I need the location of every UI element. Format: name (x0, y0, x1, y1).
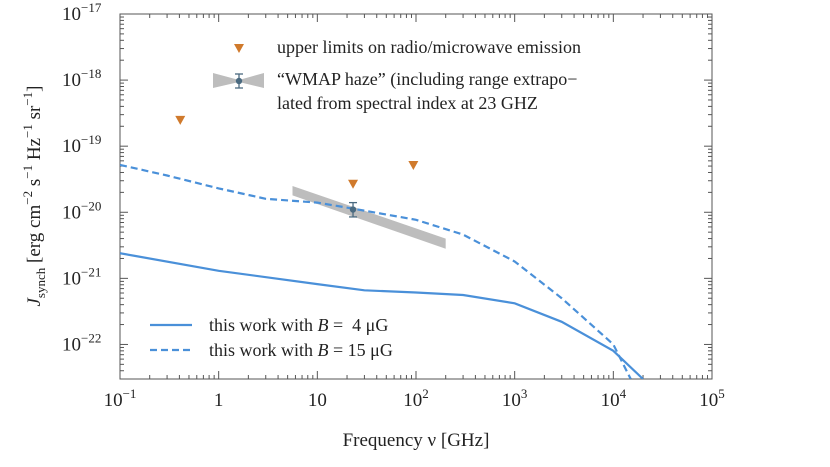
y-tick-label: 10−22 (62, 330, 101, 355)
y-axis-title: Jsynch [erg cm−2 s−1 Hz−1 sr−1] (20, 86, 48, 307)
x-tick-label: 104 (601, 386, 627, 411)
x-tick-label: 105 (699, 386, 725, 411)
legend-upper-limit-label: upper limits on radio/microwave emission (277, 37, 581, 57)
x-tick-label: 102 (403, 386, 429, 411)
wmap-haze-point-layer (349, 201, 358, 218)
series-line-dashed (120, 163, 632, 379)
upper-limit-marker (175, 115, 186, 125)
ticks (119, 14, 712, 380)
x-tick-label: 10 (308, 390, 327, 411)
series-line-solid (120, 252, 644, 379)
wmap-haze-point (349, 206, 357, 213)
x-tick-labels: 10−1 1 10 102 103 104 105 (104, 386, 725, 411)
series-layer (120, 163, 644, 379)
legend-wmap-label-line2: lated from spectral index at 23 GHZ (277, 93, 538, 113)
y-tick-label: 10−20 (62, 198, 101, 223)
legend-wmap-haze: “WMAP haze” (including range extrapo− la… (213, 69, 577, 113)
x-axis-title: Frequency ν [GHz] (343, 430, 490, 451)
upper-limits-layer (175, 115, 419, 189)
x-tick-label: 10−1 (104, 386, 137, 411)
svg-text:Jsynch [erg cm−2 s−1 Hz−1 sr−1: Jsynch [erg cm−2 s−1 Hz−1 sr−1] (20, 86, 48, 307)
wmap-haze-band-layer (292, 185, 446, 249)
legend-upper-limit-marker (234, 44, 244, 53)
y-tick-labels: 10−17 10−18 10−19 10−20 10−21 10−22 (62, 0, 102, 355)
legend-wmap-label-line1: “WMAP haze” (including range extrapo− (277, 69, 577, 90)
y-tick-label: 10−17 (62, 0, 102, 25)
legend-solid-label: this work with B = 4 μG (209, 315, 388, 335)
y-tick-label: 10−19 (62, 132, 101, 157)
upper-limit-marker (348, 179, 359, 189)
x-tick-label: 1 (214, 390, 224, 411)
x-tick-label: 103 (502, 386, 528, 411)
legend-wmap-marker (235, 77, 243, 85)
legend-upper-limits: upper limits on radio/microwave emission (234, 37, 581, 57)
legend-dashed-label: this work with B = 15 μG (209, 340, 393, 360)
y-tick-label: 10−21 (62, 264, 101, 289)
legend-series-dashed: this work with B = 15 μG (150, 340, 393, 360)
upper-limit-marker (408, 160, 419, 170)
y-tick-label: 10−18 (62, 66, 101, 91)
legend-series-solid: this work with B = 4 μG (150, 315, 388, 335)
wmap-haze-band (292, 185, 446, 249)
